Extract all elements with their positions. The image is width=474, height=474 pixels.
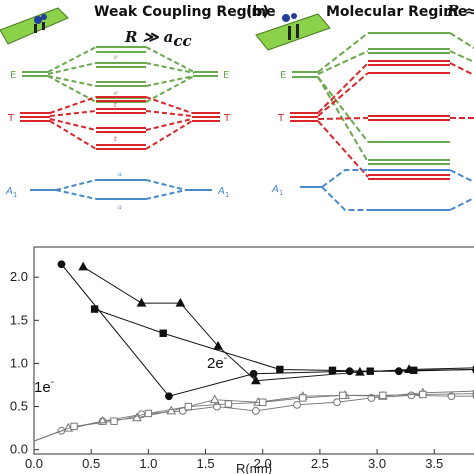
panel-a-e-left-label: E [10,70,16,81]
panel-a-t-levels [20,96,220,150]
data-point [394,367,403,376]
panel-b-e-left-label: E [280,70,286,81]
panel-a-condition: R ≫ acc [124,28,192,50]
panel-b-e-levels [292,32,474,165]
energy-chart: 0.0 0.5 1.0 1.5 2.0 2.5 3.0 3.50.00.51.01.52.0 … [10,246,474,474]
data-point [159,329,167,337]
data-point [57,260,66,269]
panel-a-a1-right-label: A1 [217,186,229,199]
data-point [213,340,223,350]
data-point [299,394,307,402]
data-point [144,409,153,418]
panel-a-t-left-label: T [7,113,15,124]
panel-b-a1-levels [300,169,474,211]
data-point [165,392,173,401]
panel-b: (b) Molecular Regime R ≈ E [246,2,474,211]
panel-a-ag-label: a [118,203,122,211]
plot-frame [33,246,474,455]
panel-a-a1-levels [30,179,212,200]
panel-a-e-levels [22,46,218,103]
series-line-5 [33,393,474,442]
panel-a-tg-label: t [114,135,117,143]
y-tick-label: 1.5 [10,312,28,327]
data-point [366,367,374,375]
panel-a-e-right-label: E [223,70,229,81]
data-point [447,392,456,401]
y-tick-label: 1.0 [10,355,28,370]
series-line-0 [61,263,474,397]
series-line-1 [82,266,474,382]
data-point [70,422,78,431]
data-point [184,402,193,411]
data-point [407,391,416,400]
data-point [175,297,186,307]
data-point [339,391,347,400]
annotation-1e: 1e- [34,377,54,396]
x-tick-label: 2.0 [254,456,272,471]
panel-b-t-left-label: T [277,113,285,124]
panel-a-t-right-label: T [223,113,231,124]
data-point [132,412,142,422]
y-tick-label: 0.5 [10,399,28,414]
panel-b-tag: (b) [246,4,269,20]
panel-a-condition-main: R ≫ a [124,28,173,46]
x-tick-label: 0.0 [25,456,43,471]
data-point [209,394,220,404]
panel-a-condition-sub: cc [173,32,191,50]
data-point [251,406,260,415]
x-tick-label: 2.5 [311,456,329,471]
panel-b-title: Molecular Regime [326,4,467,20]
series-layer [33,260,474,442]
x-tick-label: 3.0 [368,456,386,471]
data-point [249,369,258,378]
data-point [293,400,301,409]
data-point [251,375,261,385]
data-point [78,261,89,271]
data-point [90,305,99,313]
y-tick-label: 2.0 [10,269,28,284]
x-tick-label: 0.5 [82,456,100,471]
data-point [333,398,341,407]
data-point [409,366,418,375]
data-point [224,400,233,408]
data-point [259,398,267,406]
annotation-2e: 2e- [207,353,227,372]
panel-b-condition: R ≈ [446,2,474,20]
graphene-sheet-icon [0,7,69,45]
x-tick-label: 3.5 [425,456,443,471]
x-tick-label: 1.0 [139,456,157,471]
panel-a: Weak Coupling Regime R ≫ acc E E e e [0,4,276,211]
panel-a-eg-label: e [114,89,118,97]
panel-a-tu-label: t [114,101,117,109]
y-tick-label: 0.0 [10,442,28,457]
panel-a-a1-left-label: A1 [5,186,17,199]
series-line-2 [94,308,474,372]
data-point [419,390,427,399]
panel-a-au-label: a [118,170,122,178]
data-point [276,365,284,374]
x-tick-label: 1.5 [196,456,214,471]
axis-ticks: 0.0 0.5 1.0 1.5 2.0 2.5 3.0 3.5 0.0 0.5 1.0 1.5 2.0 [10,269,443,471]
panel-a-eu-label: e [114,53,118,61]
data-point [136,297,147,307]
series-line-4 [33,390,474,442]
data-point [379,391,387,400]
panel-b-t-levels [290,60,474,180]
x-axis-label: R(nm) [236,461,272,474]
panel-a-title: Weak Coupling Regime [94,4,276,20]
data-point [110,417,118,425]
data-point [328,366,337,375]
graphene-sheet-b-icon [255,13,331,51]
panel-b-a1-left-label: A1 [271,184,283,197]
